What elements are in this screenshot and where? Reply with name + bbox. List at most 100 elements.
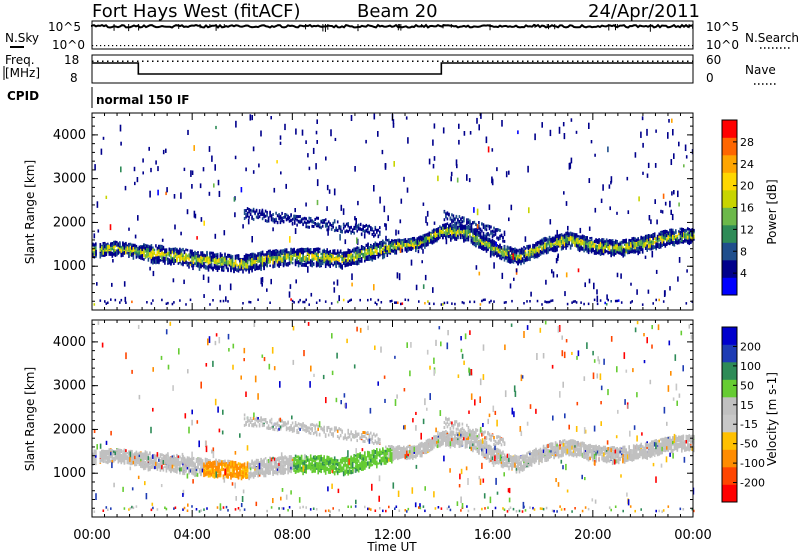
echo-cell: [293, 217, 295, 221]
echo-cell: [245, 253, 247, 257]
echo-cell: [670, 228, 673, 234]
echo-cell: [644, 255, 647, 259]
echo-cell: [330, 255, 333, 259]
echo-cell: [186, 257, 189, 260]
echo-cell: [673, 235, 676, 238]
echo-cell: [566, 240, 569, 245]
nave-point: [317, 60, 319, 62]
echo-cell: [593, 239, 596, 244]
nave-point: [662, 60, 664, 62]
echo-cell: [570, 157, 573, 164]
echo-cell: [545, 244, 548, 249]
echo-cell: [518, 258, 521, 264]
echo-cell: [342, 257, 345, 261]
echo-cell: [182, 257, 184, 261]
echo-cell: [463, 131, 466, 136]
nave-tick-high: 60: [706, 53, 721, 67]
echo-cell: [248, 208, 250, 211]
echo-cell: [655, 242, 657, 247]
echo-cell: [132, 254, 135, 260]
echo-cell: [294, 208, 296, 213]
echo-cell: [434, 234, 437, 239]
echo-cell: [397, 244, 399, 248]
echo-cell: [360, 245, 363, 250]
echo-cell: [333, 229, 336, 233]
echo-cell: [272, 217, 274, 221]
echo-cell: [616, 247, 618, 252]
echo-cell: [629, 248, 632, 254]
echo-cell: [252, 217, 255, 221]
echo-cell: [442, 234, 444, 240]
echo-cell: [549, 219, 552, 225]
echo-cell: [328, 189, 331, 194]
echo-cell: [581, 239, 584, 243]
echo-cell: [260, 277, 263, 285]
echo-cell: [673, 153, 675, 159]
echo-cell: [224, 255, 226, 260]
echo-cell: [394, 243, 396, 247]
echo-cell: [370, 250, 372, 256]
echo-cell: [111, 247, 114, 251]
echo-cell: [324, 218, 327, 222]
echo-cell: [302, 300, 304, 304]
echo-cell: [507, 251, 510, 258]
echo-cell: [350, 257, 352, 262]
nave-point: [97, 60, 99, 62]
echo-cell: [374, 227, 377, 231]
echo-cell: [568, 237, 570, 242]
echo-cell: [294, 259, 297, 264]
echo-cell: [455, 214, 458, 218]
echo-cell: [557, 253, 559, 258]
echo-cell: [491, 232, 494, 236]
echo-cell: [433, 123, 436, 129]
echo-cell: [575, 240, 578, 244]
echo-cell: [309, 248, 312, 253]
echo-cell: [200, 217, 203, 222]
echo-cell: [632, 250, 635, 253]
echo-cell: [442, 303, 444, 306]
echo-cell: [252, 146, 255, 152]
echo-cell: [261, 283, 263, 287]
echo-cell: [215, 125, 217, 130]
echo-cell: [614, 251, 617, 255]
nsearch-point: [384, 45, 386, 47]
echo-cell: [379, 232, 381, 236]
echo-cell: [515, 260, 518, 264]
echo-cell: [451, 220, 453, 224]
echo-cell: [264, 209, 267, 213]
echo-cell: [258, 211, 261, 215]
echo-cell: [155, 259, 157, 263]
echo-cell: [544, 238, 546, 242]
echo-cell: [658, 238, 660, 242]
nave-point: [462, 60, 464, 62]
echo-cell: [341, 252, 343, 255]
echo-cell: [379, 241, 381, 246]
echo-cell: [463, 229, 465, 235]
echo-cell: [496, 167, 498, 172]
echo-cell: [239, 257, 241, 262]
echo-cell: [427, 232, 429, 237]
echo-cell: [518, 254, 521, 259]
echo-cell: [279, 250, 282, 254]
echo-cell: [620, 241, 623, 245]
echo-cell: [391, 239, 393, 242]
echo-cell: [207, 261, 210, 268]
echo-cell: [299, 298, 301, 302]
echo-cell: [248, 256, 250, 261]
echo-cell: [176, 248, 178, 254]
echo-cell: [399, 219, 402, 224]
echo-cell: [339, 225, 342, 229]
echo-cell: [312, 254, 315, 259]
echo-cell: [341, 230, 343, 234]
echo-cell: [164, 248, 166, 254]
echo-cell: [105, 243, 108, 246]
echo-cell: [451, 230, 453, 235]
echo-cell: [135, 244, 138, 248]
echo-cell: [357, 200, 359, 206]
echo-cell: [472, 221, 474, 225]
echo-cell: [627, 210, 630, 215]
echo-cell: [282, 258, 285, 264]
nsearch-point: [156, 45, 158, 47]
echo-cell: [213, 255, 216, 259]
echo-cell: [303, 262, 306, 267]
